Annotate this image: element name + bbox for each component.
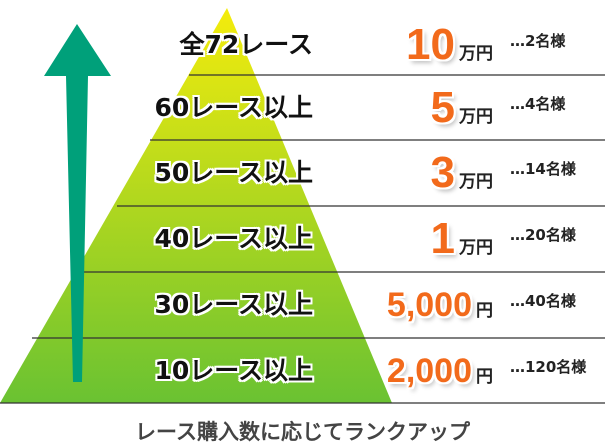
- prize-amount: 10: [406, 20, 455, 69]
- winner-count: …20名様: [510, 226, 576, 244]
- prize: 5 万円: [431, 75, 493, 141]
- rank-row-2: 60レース以上 5 万円 …4名様: [0, 75, 605, 141]
- prize: 2,000 円: [387, 338, 493, 404]
- prize-unit: 万円: [459, 172, 493, 192]
- prize-unit: 円: [476, 301, 493, 321]
- winner-count: …4名様: [510, 95, 566, 113]
- prize: 10 万円: [406, 12, 493, 78]
- rank-row-3: 50レース以上 3 万円 …14名様: [0, 140, 605, 206]
- rank-label: 50レース以上: [154, 158, 313, 187]
- winner-count: …120名様: [510, 358, 587, 376]
- rank-row-1: 全72レース 10 万円 …2名様: [0, 12, 605, 78]
- rank-row-5: 30レース以上 5,000 円 …40名様: [0, 272, 605, 338]
- prize: 5,000 円: [387, 272, 493, 338]
- rank-label: 10レース以上: [154, 356, 313, 385]
- caption: レース購入数に応じてランクアップ: [135, 420, 470, 444]
- rank-label: 全72レース: [179, 30, 313, 59]
- prize-unit: 円: [476, 367, 493, 387]
- prize-amount: 5,000: [386, 286, 472, 324]
- rank-row-6: 10レース以上 2,000 円 …120名様: [0, 338, 605, 404]
- winner-count: …14名様: [510, 160, 576, 178]
- prize-amount: 1: [430, 214, 455, 263]
- row-dividers: [0, 74, 605, 404]
- rank-label: 30レース以上: [154, 290, 313, 319]
- winner-count: …2名様: [510, 32, 566, 50]
- prize: 1 万円: [431, 206, 493, 272]
- prize-unit: 万円: [459, 44, 493, 64]
- arrow-up-icon: [44, 24, 111, 382]
- prize-amount: 5: [430, 83, 455, 132]
- winner-count: …40名様: [510, 292, 576, 310]
- prize-unit: 万円: [459, 107, 493, 127]
- prize-unit: 万円: [459, 238, 493, 258]
- prize: 3 万円: [431, 140, 493, 206]
- rank-label: 60レース以上: [154, 93, 313, 122]
- prize-amount: 2,000: [386, 352, 472, 390]
- rank-label: 40レース以上: [154, 224, 313, 253]
- rank-row-4: 40レース以上 1 万円 …20名様: [0, 206, 605, 272]
- prize-amount: 3: [430, 148, 455, 197]
